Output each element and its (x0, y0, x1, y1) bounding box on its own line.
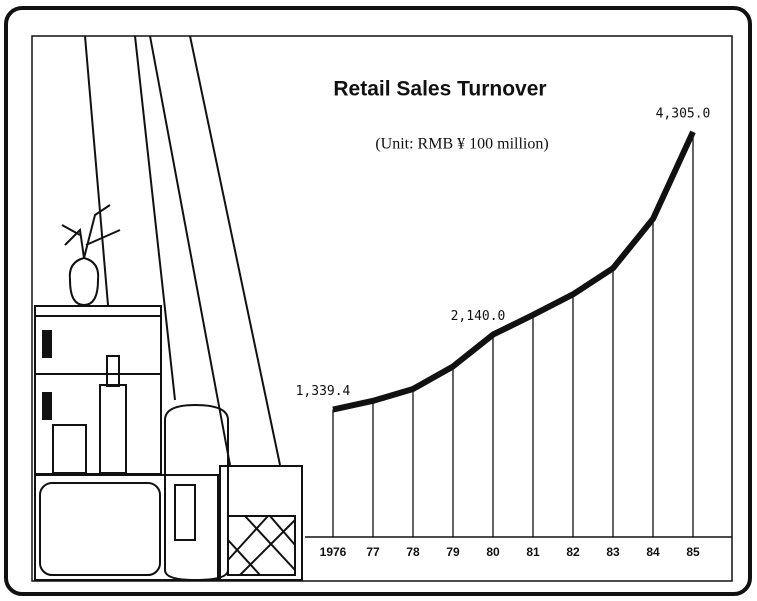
value-label: 4,305.0 (656, 106, 711, 121)
x-tick-label: 78 (406, 545, 420, 559)
x-tick-label: 79 (446, 545, 460, 559)
x-tick-label: 80 (486, 545, 500, 559)
x-tick-label: 84 (646, 545, 660, 559)
x-tick-label: 81 (526, 545, 540, 559)
chart-title: Retail Sales Turnover (333, 78, 546, 101)
chart-subtitle: (Unit: RMB ¥ 100 million) (375, 136, 548, 153)
x-tick-label: 1976 (320, 545, 347, 559)
page: {"chart_data": {"type": "line", "title":… (0, 0, 757, 601)
value-label: 2,140.0 (451, 309, 506, 324)
x-tick-label: 85 (686, 545, 700, 559)
x-tick-label: 82 (566, 545, 580, 559)
value-label: 1,339.4 (296, 384, 351, 399)
x-tick-label: 83 (606, 545, 620, 559)
chart: Retail Sales Turnover (Unit: RMB ¥ 100 m… (0, 0, 757, 601)
x-tick-label: 77 (366, 545, 380, 559)
